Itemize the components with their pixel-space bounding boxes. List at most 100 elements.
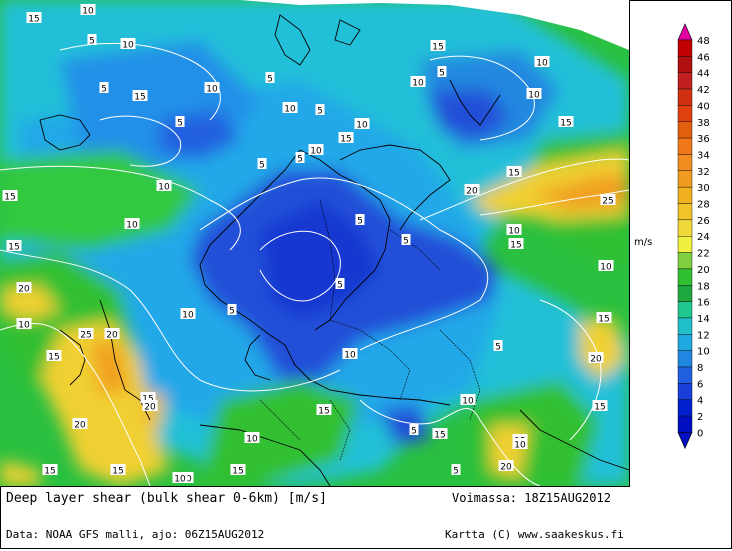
legend-tick-label: 6 bbox=[697, 379, 703, 390]
contour-label: 15 bbox=[26, 12, 42, 25]
svg-text:5: 5 bbox=[101, 85, 107, 95]
contour-label: 25 bbox=[600, 194, 616, 207]
svg-text:15: 15 bbox=[4, 193, 15, 203]
contour-label: 25 bbox=[78, 328, 94, 341]
contour-label: 10 bbox=[526, 88, 542, 101]
contour-label: 15 bbox=[46, 350, 62, 363]
svg-text:20: 20 bbox=[106, 331, 118, 341]
contour-label: 10 bbox=[598, 260, 614, 273]
svg-text:10: 10 bbox=[356, 121, 368, 131]
legend-swatch bbox=[677, 56, 693, 73]
contour-label: 10 bbox=[156, 180, 172, 193]
svg-text:5: 5 bbox=[495, 343, 501, 353]
svg-text:10: 10 bbox=[18, 321, 30, 331]
svg-text:5: 5 bbox=[229, 307, 235, 317]
contour-label: 10 bbox=[460, 394, 476, 407]
legend-svg: 4846444240383634323028262422201816141210… bbox=[634, 23, 710, 450]
map-title: Deep layer shear (bulk shear 0-6km) [m/s… bbox=[6, 491, 327, 506]
credit: Kartta (C) www.saakeskus.fi bbox=[445, 528, 624, 541]
contour-label: 5 bbox=[401, 234, 411, 247]
contour-label: 5 bbox=[335, 278, 345, 291]
svg-text:5: 5 bbox=[453, 467, 459, 477]
color-legend: 48 46 44 42 40 38 36 34 32 30 28 26 24 22 20 18 16 14 12 10… bbox=[630, 0, 730, 547]
legend-arrow-bottom bbox=[677, 432, 693, 450]
contour-labels: 15 10 5 10 5 15 10 5 10 5 5 5 10 15 10 10 5 5 10 15 15 10 5 10 1… bbox=[2, 4, 616, 485]
contour-label: 10 bbox=[80, 4, 96, 17]
contour-label: 10 bbox=[180, 308, 196, 321]
legend-tick-label: 14 bbox=[697, 314, 710, 325]
contour-label: 5 bbox=[451, 464, 461, 477]
contour-label: 10 bbox=[124, 218, 140, 231]
legend-tick-label: 18 bbox=[697, 281, 710, 292]
data-source: Data: NOAA GFS malli, ajo: 06Z15AUG2012 bbox=[6, 528, 265, 541]
svg-text:15: 15 bbox=[432, 43, 443, 53]
contour-label: 10 bbox=[342, 348, 358, 361]
legend-swatch bbox=[677, 121, 693, 139]
legend-tick-label: 44 bbox=[697, 69, 710, 80]
shear-map-svg: 15 10 5 10 5 15 10 5 10 5 5 5 10 15 10 10 5 5 10 15 15 10 5 10 1… bbox=[0, 0, 629, 486]
legend-tick-label: 16 bbox=[697, 298, 710, 309]
contour-label: 5 bbox=[227, 304, 237, 317]
svg-text:10: 10 bbox=[536, 59, 548, 69]
legend-tick-label: 10 bbox=[697, 347, 710, 358]
contour-label: 15 bbox=[596, 312, 612, 325]
legend-swatch bbox=[677, 154, 693, 171]
legend-ticks: 4846444240383634323028262422201816141210… bbox=[697, 36, 710, 439]
svg-text:10: 10 bbox=[182, 311, 194, 321]
legend-swatch bbox=[677, 203, 693, 221]
svg-text:20: 20 bbox=[466, 187, 478, 197]
contour-label: 20 bbox=[72, 418, 88, 431]
legend-swatch bbox=[677, 317, 693, 335]
contour-label: 10 bbox=[308, 144, 324, 157]
legend-swatch bbox=[677, 39, 693, 57]
coastlines bbox=[39, 14, 629, 486]
legend-swatch bbox=[677, 252, 693, 270]
legend-tick-label: 12 bbox=[697, 330, 710, 341]
svg-text:20: 20 bbox=[18, 285, 30, 295]
legend-tick-label: 8 bbox=[697, 363, 703, 374]
svg-text:15: 15 bbox=[112, 467, 123, 477]
contour-label: 10 bbox=[120, 38, 136, 51]
svg-text:5: 5 bbox=[403, 237, 409, 247]
svg-text:15: 15 bbox=[44, 467, 55, 477]
contour-label: 20 bbox=[16, 282, 32, 295]
contour-label: 15 bbox=[432, 428, 448, 441]
footer: Deep layer shear (bulk shear 0-6km) [m/s… bbox=[0, 487, 629, 547]
contour-label: 5 bbox=[493, 340, 503, 353]
svg-text:20: 20 bbox=[74, 421, 86, 431]
svg-text:15: 15 bbox=[232, 467, 243, 477]
svg-text:10: 10 bbox=[284, 105, 296, 115]
contour-label: 10 bbox=[410, 76, 426, 89]
contour-label: 20 bbox=[464, 184, 480, 197]
contour-label: 15 bbox=[42, 464, 58, 477]
no-data-area bbox=[240, 0, 629, 50]
svg-text:10: 10 bbox=[206, 85, 218, 95]
contour-label: 10 bbox=[172, 472, 188, 485]
svg-text:15: 15 bbox=[434, 431, 445, 441]
legend-tick-label: 28 bbox=[697, 200, 710, 211]
legend-swatch bbox=[677, 366, 693, 384]
contour-label: 5 bbox=[295, 152, 305, 165]
contour-label: 15 bbox=[316, 404, 332, 417]
contour-label: 15 bbox=[508, 238, 524, 251]
svg-text:10: 10 bbox=[158, 183, 170, 193]
svg-text:5: 5 bbox=[411, 427, 417, 437]
svg-text:10: 10 bbox=[528, 91, 540, 101]
shear-map: 15 10 5 10 5 15 10 5 10 5 5 5 10 15 10 10 5 5 10 15 15 10 5 10 1… bbox=[0, 0, 630, 487]
contour-label: 15 bbox=[132, 90, 148, 103]
legend-tick-label: 30 bbox=[697, 183, 710, 194]
svg-text:10: 10 bbox=[82, 7, 94, 17]
contour-label: 20 bbox=[142, 400, 158, 413]
svg-text:10: 10 bbox=[514, 441, 526, 451]
legend-swatch bbox=[677, 350, 693, 368]
svg-text:5: 5 bbox=[89, 37, 95, 47]
legend-swatch bbox=[677, 88, 693, 106]
contour-label: 5 bbox=[257, 158, 267, 171]
legend-swatch bbox=[677, 285, 693, 302]
legend-tick-label: 32 bbox=[697, 167, 710, 178]
legend-tick-label: 20 bbox=[697, 265, 710, 276]
legend-tick-label: 42 bbox=[697, 85, 710, 96]
svg-text:15: 15 bbox=[594, 403, 605, 413]
svg-text:5: 5 bbox=[337, 281, 343, 291]
svg-text:10: 10 bbox=[412, 79, 424, 89]
